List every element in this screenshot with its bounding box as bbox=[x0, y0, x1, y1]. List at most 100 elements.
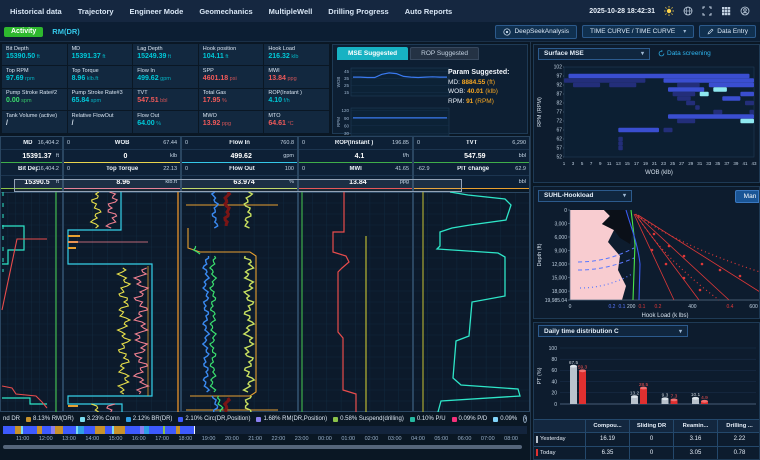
legend-item[interactable]: 3.23% Conn bbox=[79, 416, 120, 422]
activity-segment bbox=[95, 426, 105, 434]
readout-cell: TVT 547.51 bbl bbox=[133, 88, 198, 111]
sun-icon[interactable] bbox=[664, 6, 674, 16]
grid-icon[interactable] bbox=[721, 6, 731, 16]
svg-text:33: 33 bbox=[706, 161, 712, 166]
daily-distribution-chart: 0 20 40 60 80 100 PT (%) 67.5 59.3 13.2 28.5 9.3 7.3… bbox=[534, 340, 759, 419]
curve-type-select[interactable]: TIME CURVE / TIME CURVE bbox=[582, 25, 695, 38]
readout-number: 4.10 bbox=[268, 97, 283, 105]
nav-item-drilling-progress[interactable]: Drilling Progress bbox=[328, 6, 389, 16]
svg-text:0: 0 bbox=[554, 401, 557, 407]
legend-item[interactable]: 8.13% RM(DR) bbox=[26, 416, 74, 422]
legend-label: 0.58% Suspend(drilling) bbox=[340, 416, 404, 422]
svg-text:30: 30 bbox=[344, 131, 350, 136]
curve-value: 4.1 bbox=[354, 152, 365, 160]
daily-table-header: Sliding DR bbox=[630, 419, 674, 434]
curve-value: 499.62 bbox=[230, 152, 252, 160]
daily-table-header bbox=[534, 419, 586, 434]
deepseek-analysis-button[interactable]: DeepSeekAnalysis bbox=[495, 24, 578, 39]
svg-text:0.1: 0.1 bbox=[619, 304, 626, 310]
track-value-row: 499.62 gpm bbox=[182, 150, 297, 163]
activity-segment bbox=[180, 426, 195, 434]
curve-value: 13.84 bbox=[349, 178, 367, 186]
svg-text:15: 15 bbox=[625, 161, 631, 166]
readout-value: 65.84 spm bbox=[72, 97, 129, 104]
legend-swatch bbox=[493, 416, 499, 422]
readout-number: 15390.50 bbox=[6, 52, 36, 60]
activity-segment bbox=[78, 426, 84, 434]
horizontal-scrollbar[interactable] bbox=[0, 444, 530, 450]
activity-segment bbox=[111, 426, 115, 434]
fullscreen-icon[interactable] bbox=[702, 6, 712, 16]
globe-icon[interactable] bbox=[683, 6, 693, 16]
readout-label: TVT bbox=[137, 90, 148, 97]
svg-text:97: 97 bbox=[556, 74, 562, 80]
tab-mse-suggested[interactable]: MSE Suggested bbox=[337, 47, 409, 60]
track-header-5: 0 TVT 6,290 547.59 bbl -62.9 PIT change 62.9 bbl bbox=[413, 137, 530, 192]
nav-item-auto-reports[interactable]: Auto Reports bbox=[404, 6, 453, 16]
data-entry-button[interactable]: Data Entry bbox=[699, 25, 756, 38]
data-screening-link[interactable]: Data screening bbox=[658, 50, 711, 57]
daily-distribution-select[interactable]: Daily time distribution C bbox=[538, 325, 688, 338]
legend-item[interactable]: nd DR bbox=[3, 416, 20, 422]
svg-text:600: 600 bbox=[749, 304, 758, 310]
legend-item[interactable]: 0.10% P/U bbox=[409, 416, 446, 422]
track-scale-row: 0 TVT 6,290 bbox=[414, 137, 529, 150]
suhl-select[interactable]: SUHL-Hookload bbox=[538, 189, 632, 202]
activity-segment bbox=[37, 426, 42, 434]
surface-mse-select[interactable]: Surface MSE bbox=[538, 47, 650, 60]
readout-value: 13.84 ppg bbox=[268, 75, 325, 82]
readout-cell: MTO 64.61 °C bbox=[264, 111, 329, 133]
manage-button[interactable]: Man bbox=[735, 190, 759, 204]
nav-item-trajectory[interactable]: Trajectory bbox=[77, 6, 114, 16]
svg-text:18,000: 18,000 bbox=[552, 289, 568, 295]
svg-text:15: 15 bbox=[344, 90, 350, 95]
readout-cell: Top Torque 8.96 klb.ft bbox=[67, 66, 133, 88]
nav-item-engineer-mode[interactable]: Engineer Mode bbox=[129, 6, 184, 16]
activity-timeline-strip[interactable] bbox=[3, 426, 527, 434]
readout-value: 15390.50 ft bbox=[6, 53, 63, 60]
svg-text:200: 200 bbox=[627, 304, 636, 310]
tab-rop-suggested[interactable]: ROP Suggested bbox=[410, 47, 479, 60]
svg-text:120: 120 bbox=[341, 108, 349, 113]
track-scale-row: 0 Top Torque 22.13 bbox=[64, 163, 180, 176]
legend-item[interactable]: 0.58% Suspend(drilling) bbox=[333, 416, 404, 422]
activity-legend: nd DR 8.13% RM(DR) 3.23% Conn 2.12% BR(DR) 2… bbox=[0, 412, 530, 426]
legend-item[interactable]: 0.09% bbox=[493, 416, 517, 422]
legend-label: 1.68% RM(DR,Position) bbox=[263, 416, 328, 422]
activity-badge[interactable]: Activity bbox=[4, 26, 44, 37]
log-tracks[interactable] bbox=[0, 191, 530, 413]
nav-item-historical-data[interactable]: Historical data bbox=[10, 6, 62, 16]
legend-item[interactable]: 1.68% RM(DR,Position) bbox=[256, 416, 327, 422]
svg-text:3: 3 bbox=[572, 161, 575, 166]
time-tick-label: 14:00 bbox=[85, 436, 100, 442]
legend-item[interactable]: 2.10% Circ(DR,Position) bbox=[178, 416, 250, 422]
readout-unit: gpm bbox=[158, 75, 171, 82]
readout-unit: spm bbox=[19, 98, 32, 105]
user-icon[interactable] bbox=[740, 6, 750, 16]
nav-item-geomechanics[interactable]: Geomechanics bbox=[199, 6, 253, 16]
legend-swatch bbox=[333, 416, 339, 422]
daily-distribution-panel: Daily time distribution C 0 20 40 60 80 100 PT… bbox=[533, 321, 760, 460]
nav-item-multiplewell[interactable]: MultipleWell bbox=[268, 6, 313, 16]
time-tick-label: 20:00 bbox=[224, 436, 239, 442]
svg-text:11: 11 bbox=[607, 161, 612, 166]
readout-number: 97.69 bbox=[6, 74, 24, 82]
legend-item[interactable]: 2.12% BR(DR) bbox=[125, 416, 172, 422]
readout-value: 104.11 ft bbox=[203, 53, 260, 60]
svg-text:21: 21 bbox=[652, 161, 658, 166]
param-name: WOB: bbox=[448, 88, 468, 95]
legend-item[interactable]: 0.09% P/D bbox=[451, 416, 487, 422]
svg-text:9,000: 9,000 bbox=[554, 249, 567, 255]
right-section: Surface MSE Data screening 1029792878277… bbox=[530, 42, 760, 460]
svg-text:82: 82 bbox=[556, 101, 562, 107]
time-tick-label: 16:00 bbox=[131, 436, 146, 442]
legend-more-icon[interactable]: › bbox=[523, 415, 528, 423]
svg-text:62: 62 bbox=[556, 137, 562, 143]
svg-text:13.2: 13.2 bbox=[630, 390, 640, 396]
param-unit: (RPM) bbox=[475, 97, 494, 105]
scrollbar-thumb[interactable] bbox=[3, 445, 522, 449]
svg-text:RPM (RPM): RPM (RPM) bbox=[537, 97, 543, 127]
scale-max: 16,404.2 bbox=[37, 166, 59, 172]
tab-well-rmdr[interactable]: RM(DR) bbox=[52, 27, 80, 36]
